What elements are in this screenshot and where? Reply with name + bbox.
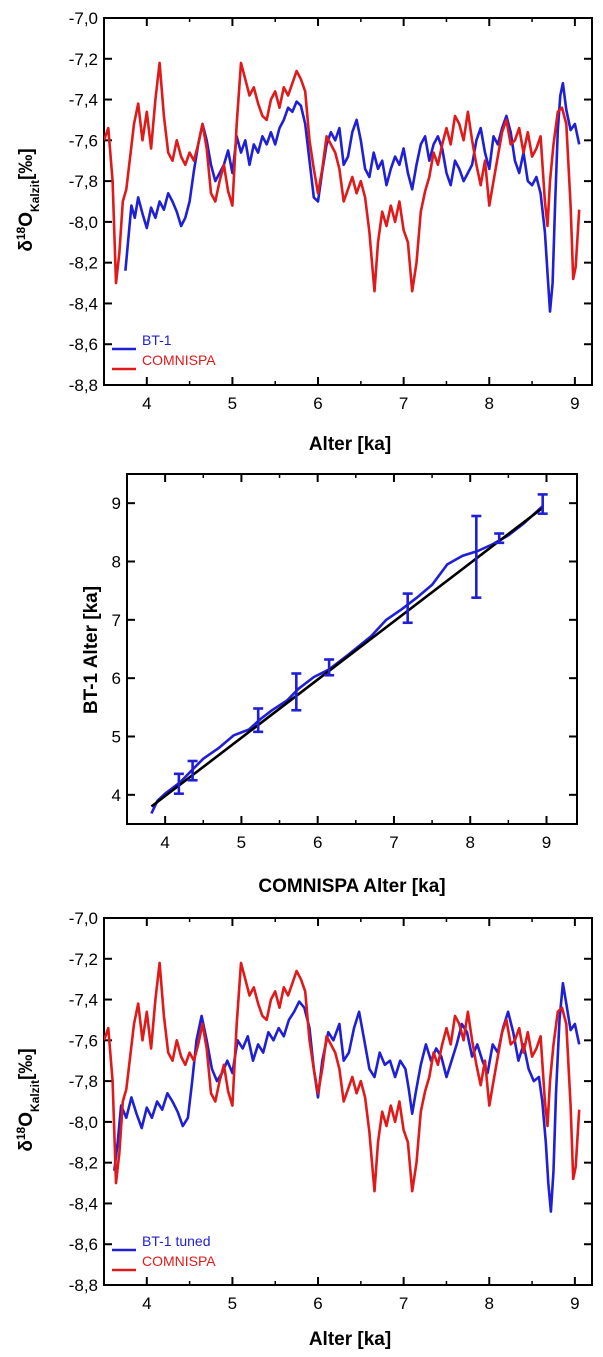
y-tick-label: -8,0 — [69, 1113, 98, 1132]
y-tick-label: -7,8 — [69, 1072, 98, 1091]
y-tick-label: -8,6 — [69, 1235, 98, 1254]
x-tick-label: 6 — [313, 394, 322, 413]
y-tick-label: 7 — [112, 611, 121, 630]
y-tick-label: 4 — [112, 786, 121, 805]
x-tick-label: 5 — [237, 833, 246, 852]
legend-label: BT-1 — [142, 332, 172, 348]
plot-frame — [126, 473, 578, 825]
series-line-comnispa — [104, 61, 581, 293]
y-axis-label-part: 18 — [14, 1126, 28, 1140]
x-tick-label: 6 — [313, 833, 322, 852]
y-tick-label: -8,0 — [69, 213, 98, 232]
legend-label: COMNISPA — [142, 1253, 216, 1269]
y-tick-label: -7,2 — [69, 50, 98, 69]
x-tick-label: 5 — [228, 1294, 237, 1313]
x-tick-label: 7 — [399, 394, 408, 413]
x-tick-label: 5 — [228, 394, 237, 413]
y-tick-label: -7,2 — [69, 950, 98, 969]
y-tick-label: -8,2 — [69, 254, 98, 273]
y-tick-label: -7,8 — [69, 172, 98, 191]
chart-panel-1: 4 5 6 7 8 9 -7,0 -7,2 -7,4 -7,6 -7,8 -8,0 -8,2 -8,4 -8… — [14, 9, 593, 455]
y-tick-label: -8,8 — [69, 1276, 98, 1295]
legend-label: COMNISPA — [142, 352, 216, 368]
y-tick-label: 8 — [112, 553, 121, 572]
y-tick-label: 5 — [112, 728, 121, 747]
series-line-comnispa — [104, 961, 581, 1193]
y-axis-label: BT-1 Alter [ka] — [81, 586, 102, 714]
series-line-bt-1 — [124, 81, 581, 313]
x-tick-label: 9 — [570, 394, 579, 413]
x-axis-label: COMNISPA Alter [ka] — [258, 876, 445, 897]
y-axis-label-part: δ — [16, 240, 37, 252]
y-axis-label-part: [‰] — [16, 1048, 37, 1080]
plot-frame — [103, 17, 593, 386]
x-tick-label: 4 — [142, 1294, 151, 1313]
x-tick-label: 4 — [160, 833, 169, 852]
y-tick-label: -8,4 — [69, 294, 98, 313]
y-axis-label-part: [‰] — [16, 148, 37, 180]
y-tick-label: 6 — [112, 669, 121, 688]
y-tick-label: -8,2 — [69, 1154, 98, 1173]
x-tick-label: 7 — [389, 833, 398, 852]
series-line-bt-1-tuned — [113, 981, 581, 1213]
y-axis-label: δ18OKalzit[‰] — [14, 148, 42, 251]
y-tick-label: -7,4 — [69, 991, 98, 1010]
x-tick-label: 6 — [313, 1294, 322, 1313]
series-line-series-2 — [150, 506, 544, 808]
x-tick-label: 8 — [465, 833, 474, 852]
y-tick-label: -7,6 — [69, 1031, 98, 1050]
x-tick-label: 9 — [570, 1294, 579, 1313]
x-tick-label: 8 — [485, 394, 494, 413]
x-axis-label: Alter [ka] — [309, 1329, 391, 1350]
y-axis-label-part: Kalzit — [28, 1080, 42, 1112]
y-axis-label-part: Kalzit — [28, 180, 42, 212]
legend-label: BT-1 tuned — [142, 1233, 211, 1249]
series-line-series-1 — [150, 505, 544, 815]
y-tick-label: -7,6 — [69, 131, 98, 150]
y-axis-label: δ18OKalzit[‰] — [14, 1048, 42, 1151]
x-tick-label: 7 — [399, 1294, 408, 1313]
x-tick-label: 8 — [485, 1294, 494, 1313]
plot-frame — [103, 917, 593, 1286]
x-tick-label: 9 — [542, 833, 551, 852]
y-tick-label: -8,8 — [69, 376, 98, 395]
y-tick-label: -7,4 — [69, 91, 98, 110]
x-tick-label: 4 — [142, 394, 151, 413]
chart-panel-2: 4 5 6 7 8 9 4 5 6 7 8 9 COMNISPA Alter [ka] BT-1 Alte… — [81, 473, 578, 897]
y-axis-label-part: δ — [16, 1140, 37, 1152]
chart-panel-3: 4 5 6 7 8 9 -7,0 -7,2 -7,4 -7,6 -7,8 -8,0 -8,2 -8,4 -8… — [14, 909, 593, 1350]
x-axis-label: Alter [ka] — [309, 434, 391, 455]
y-tick-label: 9 — [112, 494, 121, 513]
y-tick-label: -8,4 — [69, 1194, 98, 1213]
y-tick-label: -7,0 — [69, 909, 98, 928]
y-axis-label-part: O — [16, 1112, 37, 1127]
y-tick-label: -7,0 — [69, 9, 98, 28]
y-tick-label: -8,6 — [69, 335, 98, 354]
y-axis-label-part: 18 — [14, 226, 28, 240]
y-axis-label-part: O — [16, 212, 37, 227]
